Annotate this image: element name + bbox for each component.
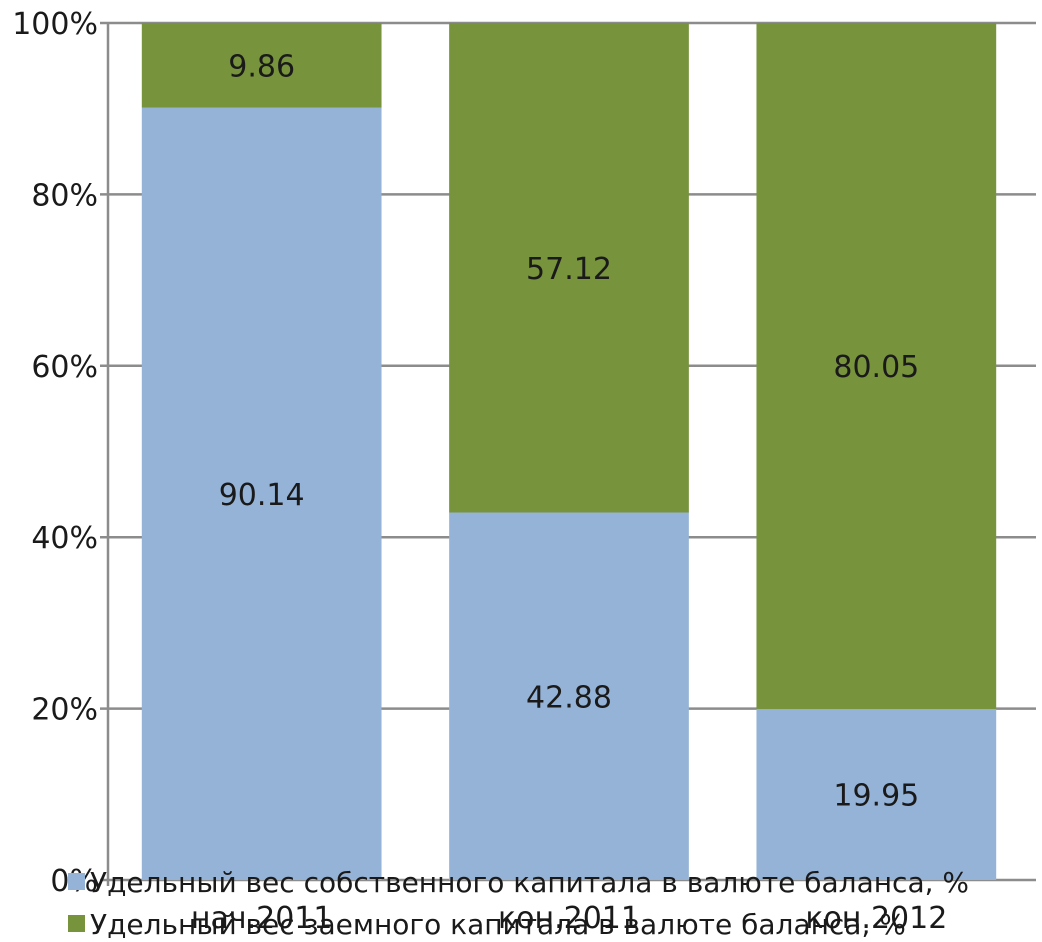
legend-swatch bbox=[68, 873, 85, 890]
x-category-label: кон.2011 bbox=[498, 901, 640, 936]
bar-segment bbox=[756, 709, 997, 880]
y-tick-label: 80% bbox=[31, 178, 98, 213]
x-category-label: кон.2012 bbox=[805, 901, 947, 936]
legend: Удельный вес собственного капитала в вал… bbox=[68, 866, 969, 941]
bar-segment bbox=[756, 23, 997, 710]
data-label: 80.05 bbox=[833, 350, 919, 385]
legend-swatch bbox=[68, 915, 85, 932]
y-tick-labels: 0%20%40%60%80%100% bbox=[12, 7, 98, 899]
y-tick-label: 60% bbox=[31, 350, 98, 385]
legend-label: Удельный вес собственного капитала в вал… bbox=[90, 866, 969, 899]
bar-segment bbox=[141, 23, 382, 108]
data-label: 42.88 bbox=[526, 680, 612, 715]
x-category-labels: нач.2011 кон.2011 кон.2012 bbox=[191, 901, 947, 936]
data-label: 9.86 bbox=[228, 49, 295, 84]
data-labels: 90.14 9.86 42.88 57.12 19.95 80.05 bbox=[219, 49, 920, 813]
y-tick-label: 20% bbox=[31, 693, 98, 728]
y-tick-label: 40% bbox=[31, 521, 98, 556]
data-label: 19.95 bbox=[833, 779, 919, 814]
data-label: 57.12 bbox=[526, 252, 612, 287]
x-category-label: нач.2011 bbox=[191, 901, 333, 936]
legend-label: Удельный вес заемного капитала в валюте … bbox=[90, 908, 906, 941]
bar-segment bbox=[449, 512, 689, 880]
bars bbox=[141, 23, 997, 881]
bar-segment bbox=[449, 23, 689, 513]
data-label: 90.14 bbox=[219, 478, 305, 513]
y-tick-label: 100% bbox=[12, 7, 98, 42]
bar-segment bbox=[141, 107, 382, 881]
